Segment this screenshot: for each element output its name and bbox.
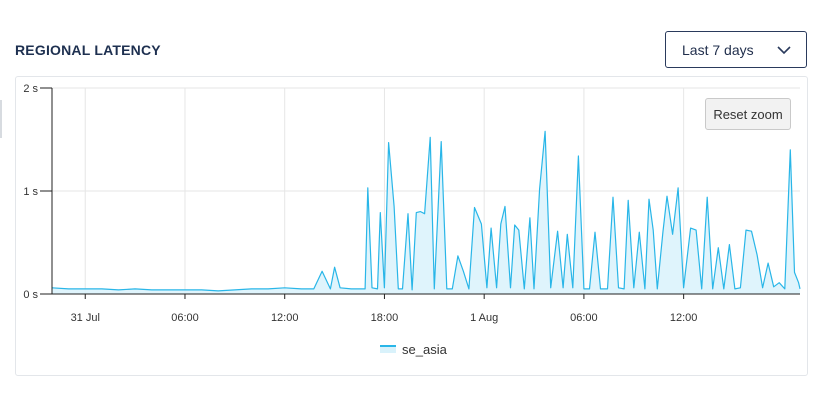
panel-edge-marker	[0, 100, 2, 138]
axes: 0 s 1 s 2 s 31 Jul 06:00 12:00 18:00 1 Aug 06:00…	[23, 83, 800, 324]
y-tick-label: 0 s	[23, 289, 38, 301]
series-area-se-asia	[52, 131, 800, 294]
legend-label: se_asia	[402, 341, 447, 357]
reset-zoom-button[interactable]: Reset zoom	[705, 98, 791, 130]
x-tick-label: 1 Aug	[470, 312, 498, 324]
x-tick-label: 06:00	[171, 312, 199, 324]
plot-area	[51, 130, 801, 294]
legend-item-se-asia[interactable]: se_asia	[380, 341, 447, 357]
series-line-se-asia	[51, 130, 801, 292]
x-tick-label: 18:00	[371, 312, 399, 324]
x-tick-label: 31 Jul	[71, 312, 100, 324]
panel-header: REGIONAL LATENCY Last 7 days	[0, 0, 831, 80]
y-tick-label: 2 s	[23, 83, 38, 95]
time-range-select[interactable]: Last 7 days	[665, 31, 807, 68]
y-tick-label: 1 s	[23, 186, 38, 198]
x-tick-label: 12:00	[670, 312, 698, 324]
x-tick-label: 12:00	[271, 312, 299, 324]
panel-title: REGIONAL LATENCY	[15, 42, 161, 58]
legend-swatch	[380, 345, 396, 353]
time-range-value: Last 7 days	[682, 42, 754, 58]
chevron-down-icon	[776, 43, 792, 57]
x-tick-label: 06:00	[570, 312, 598, 324]
